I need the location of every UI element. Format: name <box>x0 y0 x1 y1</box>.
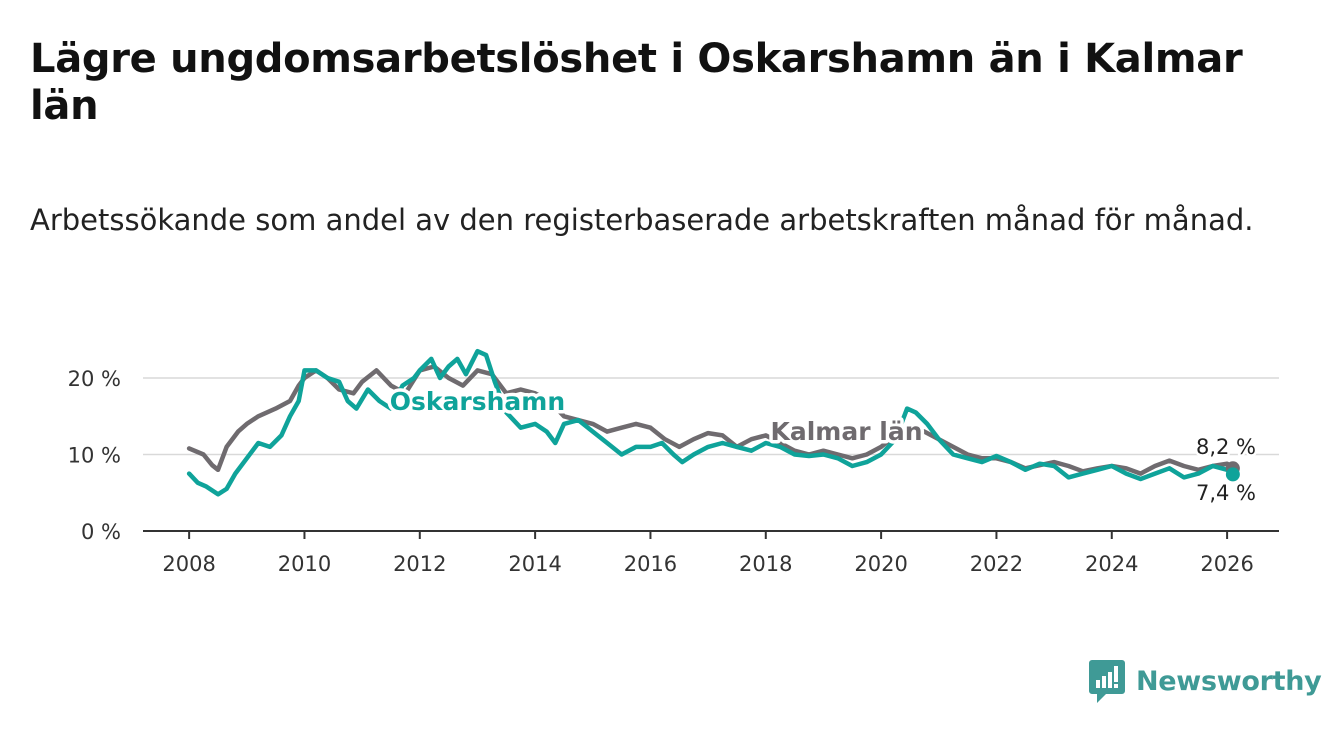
x-tick-label: 2026 <box>1200 552 1253 576</box>
x-tick-label: 2016 <box>624 552 677 576</box>
series-endpoints: 8,2 % 7,4 % <box>1193 433 1258 508</box>
newsworthy-brand: Newsworthy <box>1088 658 1322 704</box>
x-tick-label: 2024 <box>1085 552 1138 576</box>
end-value-label-oskarshamn: 7,4 % <box>1196 481 1256 505</box>
x-tick-label: 2020 <box>854 552 907 576</box>
x-tick-label: 2008 <box>162 552 215 576</box>
y-tick-label: 10 % <box>68 444 121 468</box>
series-lines <box>186 348 1236 497</box>
x-tick-label: 2014 <box>508 552 561 576</box>
end-value-label-kalmar-lan: 8,2 % <box>1196 435 1256 459</box>
series-line-kalmar-lan <box>186 364 1236 476</box>
y-axis-tick-labels: 0 % 10 % 20 % <box>68 367 121 544</box>
series-annotation-kalmar-lan: Kalmar län <box>771 417 923 446</box>
x-axis <box>143 530 1279 539</box>
series-annotations: Oskarshamn Kalmar län <box>386 384 926 450</box>
brand-name: Newsworthy <box>1136 665 1322 697</box>
series-line-oskarshamn <box>186 348 1236 497</box>
x-axis-tick-labels: 2008 2010 2012 2014 2016 2018 2020 2022 2024 2026 <box>162 552 1253 576</box>
chart-title: Lägre ungdomsarbetslöshet i Oskarshamn ä… <box>30 36 1243 129</box>
gridlines <box>143 377 1279 456</box>
newsworthy-logo-icon <box>1089 660 1125 703</box>
x-tick-label: 2018 <box>739 552 792 576</box>
y-tick-label: 20 % <box>68 367 121 391</box>
x-tick-label: 2022 <box>970 552 1023 576</box>
x-tick-label: 2012 <box>393 552 446 576</box>
x-tick-label: 2010 <box>278 552 331 576</box>
series-endpoint-dot <box>1225 467 1240 482</box>
series-annotation-oskarshamn: Oskarshamn <box>390 387 565 416</box>
chart-subtitle: Arbetssökande som andel av den registerb… <box>30 203 1254 237</box>
y-tick-label: 0 % <box>81 520 121 544</box>
